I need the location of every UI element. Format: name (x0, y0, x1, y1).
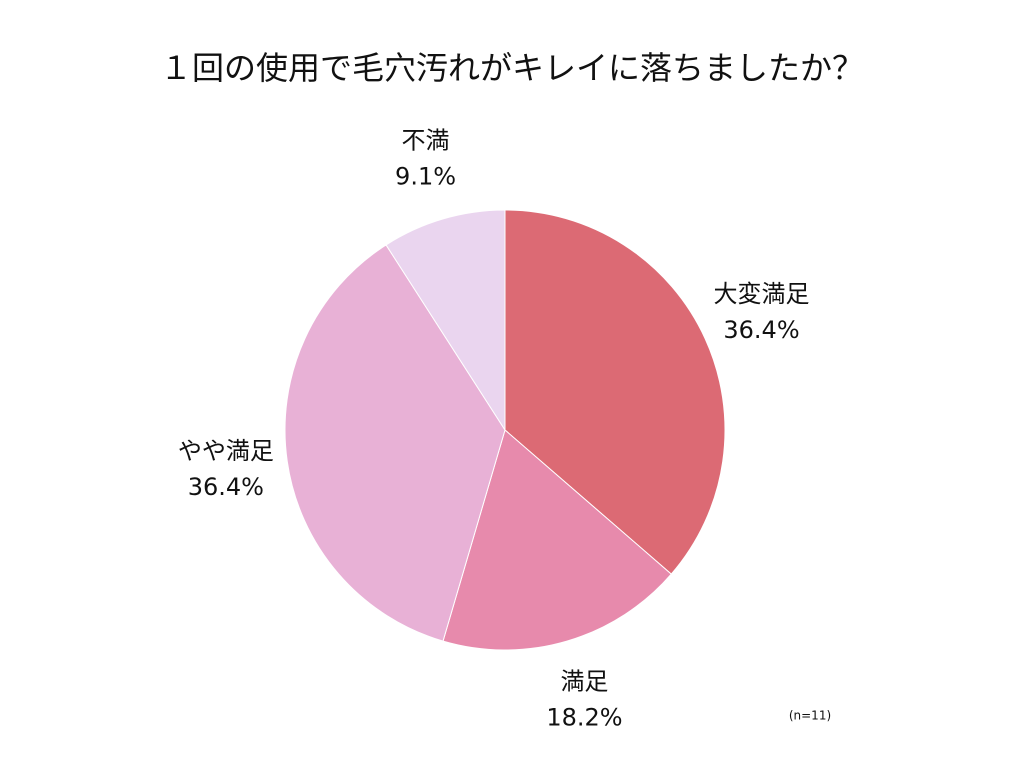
value-label: 9.1% (395, 162, 456, 190)
value-label: 36.4% (723, 316, 799, 344)
annotation: (n=11) (789, 709, 831, 723)
chart-title: １回の使用で毛穴汚れがキレイに落ちましたか？ (160, 49, 864, 87)
slice-label: 不満 (402, 126, 450, 154)
pie-slice (284, 244, 506, 642)
slice-label: 満足 (560, 668, 608, 696)
pie-slice (442, 429, 672, 651)
pie-slice (504, 209, 726, 575)
value-label: 36.4% (188, 473, 264, 501)
slice-label: 大変満足 (714, 280, 810, 308)
slice-label: やや満足 (178, 437, 274, 465)
pie-slice (385, 209, 506, 432)
value-label: 18.2% (546, 704, 622, 732)
